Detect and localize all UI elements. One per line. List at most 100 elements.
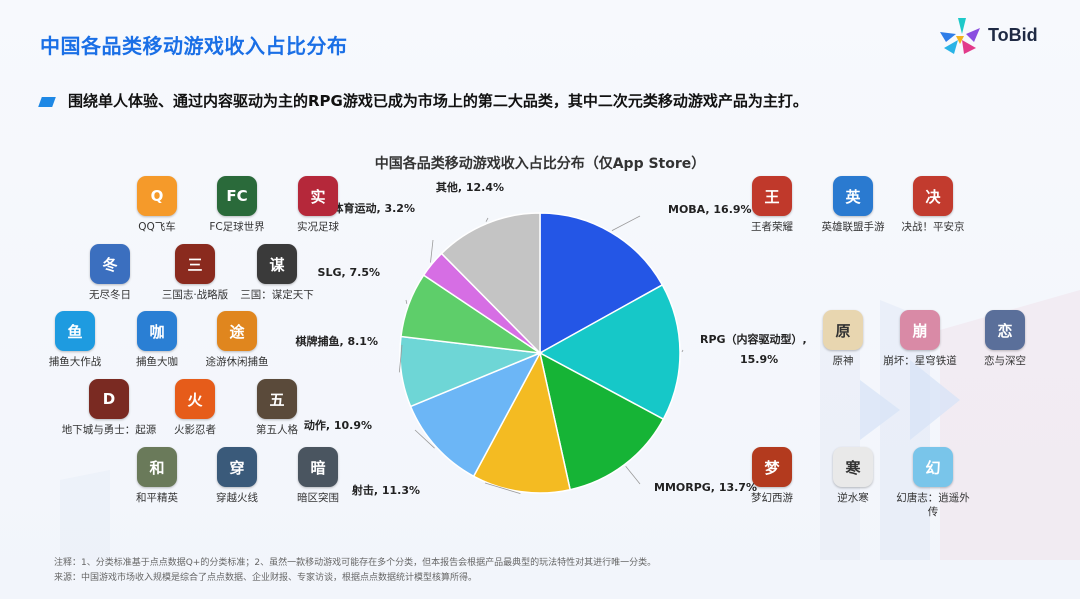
app-genshin: 原原神 [798,310,888,368]
app-efootball: 实实况足球 [273,176,363,234]
app-name: 崩坏：星穹铁道 [883,355,957,367]
pie-slice [409,351,542,478]
slice-label: SLG, 7.5% [318,266,380,279]
slice-label: MOBA, 16.9% [668,203,752,216]
app-name: 梦幻西游 [751,492,793,504]
app-name: 逆水寒 [837,492,869,504]
dnf-origin-app-icon: D [89,379,129,419]
app-name: 三国志·战略版 [161,289,229,301]
app-huantang-zhi: 幻幻唐志：逍遥外传 [893,447,973,519]
pie-slice [539,212,664,355]
leader-line [611,215,641,231]
app-name: 恋与深空 [984,355,1026,367]
app-name: 王者荣耀 [751,221,793,233]
page-title: 中国各品类移动游戏收入占比分布 [40,34,348,58]
leader-line [485,217,489,222]
star-rail-app-icon: 崩 [900,310,940,350]
tuyou-fishing-app-icon: 途 [217,311,257,351]
peacekeeper-elite-app-icon: 和 [137,447,177,487]
app-love-and-deepspace: 恋恋与深空 [960,310,1050,368]
app-name: 火影忍者 [174,424,216,436]
leader-line [681,349,684,353]
naruto-app-icon: 火 [175,379,215,419]
subtitle-text: 围绕单人体验、通过内容驱动为主的RPG游戏已成为市场上的第二大品类，其中二次元类… [68,92,808,110]
pie-slice [538,283,681,421]
leader-line [430,239,434,263]
justice-mobile-app-icon: 寒 [833,447,873,487]
onmyoji-arena-app-icon: 决 [913,176,953,216]
app-star-rail: 崩崩坏：星穹铁道 [880,310,960,368]
lol-mobile-app-icon: 英 [833,176,873,216]
three-kingdoms-tactics-app-icon: 谋 [257,244,297,284]
genshin-app-icon: 原 [823,310,863,350]
app-name: QQ飞车 [138,221,176,233]
app-name: 无尽冬日 [89,289,131,301]
tobid-logo-icon [940,18,980,54]
slice-label: 体育运动, 3.2% [332,201,415,215]
app-qq-speed: Q QQ飞车 [112,176,202,234]
app-dnf-origin: D 地下城与勇士：起源 [54,379,164,437]
three-kingdoms-strategy-app-icon: 三 [175,244,215,284]
slice-label: RPG（内容驱动型）, [700,332,807,346]
app-name: 和平精英 [136,492,178,504]
pie-slice [472,350,572,494]
qq-speed-app-icon: Q [137,176,177,216]
identity-v-app-icon: 五 [257,379,297,419]
efootball-app-icon: 实 [298,176,338,216]
fishing-battle-app-icon: 鱼 [55,311,95,351]
app-whiteout-survival: 冬无尽冬日 [65,244,155,302]
app-name: 决战！平安京 [901,221,965,233]
fishing-master-app-icon: 咖 [137,311,177,351]
app-three-kingdoms-tactics: 谋三国：谋定天下 [232,244,322,302]
leader-line [625,465,641,485]
footnotes: 注释：1、分类标准基于点点数据Q+的分类标准；2、虽然一款移动游戏可能存在多个分… [54,556,656,586]
app-three-kingdoms-strategy: 三三国志·战略版 [150,244,240,302]
app-name: 捕鱼大咖 [136,356,178,368]
app-naruto: 火火影忍者 [150,379,240,437]
slice-label: 射击, 11.3% [351,483,420,497]
leader-line [405,299,408,304]
app-name: 暗区突围 [297,492,339,504]
app-lol-mobile: 英英雄联盟手游 [808,176,898,234]
app-peacekeeper-elite: 和和平精英 [112,447,202,505]
fantasy-westward-app-icon: 梦 [752,447,792,487]
slice-label: MMORPG, 13.7% [654,481,757,494]
app-fishing-battle: 鱼捕鱼大作战 [30,311,120,369]
app-crossfire: 穿穿越火线 [192,447,282,505]
app-name: 第五人格 [256,424,298,436]
leader-line [398,344,403,373]
brand-logo: ToBid [936,14,1066,58]
slice-label: 其他, 12.4% [436,180,504,194]
app-fishing-master: 咖捕鱼大咖 [112,311,202,369]
app-name: FC足球世界 [209,221,265,233]
pie-slice [538,351,665,491]
app-name: 实况足球 [297,221,339,233]
slice-label-value: 15.9% [740,353,778,366]
chart-title: 中国各品类移动游戏收入占比分布（仅App Store） [374,156,706,172]
app-tuyou-fishing: 途途游休闲捕鱼 [192,311,282,369]
slice-label: 棋牌捕鱼, 8.1% [294,334,378,348]
app-name: 英雄联盟手游 [821,221,885,233]
love-and-deepspace-app-icon: 恋 [985,310,1025,350]
brand-name: ToBid [988,25,1038,45]
pie-slice [440,212,541,355]
footnote-1: 注释：1、分类标准基于点点数据Q+的分类标准；2、虽然一款移动游戏可能存在多个分… [54,558,657,568]
leader-line [414,429,435,449]
slice-label: 动作, 10.9% [304,418,372,432]
app-name: 幻唐志：逍遥外传 [896,492,970,518]
leader-line [484,482,521,495]
app-justice-mobile: 寒逆水寒 [808,447,898,505]
app-name: 三国：谋定天下 [240,289,314,301]
app-name: 穿越火线 [216,492,258,504]
app-name: 途游休闲捕鱼 [205,356,269,368]
app-onmyoji-arena: 决决战！平安京 [888,176,978,234]
footnote-2: 来源：中国游戏市场收入规模是综合了点点数据、企业财报、专家访谈，根据点点数据统计… [54,573,478,583]
app-honor-of-kings: 王王者荣耀 [727,176,817,234]
whiteout-survival-app-icon: 冬 [90,244,130,284]
app-identity-v: 五第五人格 [232,379,322,437]
app-name: 地下城与勇士：起源 [61,424,157,436]
huantang-zhi-app-icon: 幻 [913,447,953,487]
honor-of-kings-app-icon: 王 [752,176,792,216]
